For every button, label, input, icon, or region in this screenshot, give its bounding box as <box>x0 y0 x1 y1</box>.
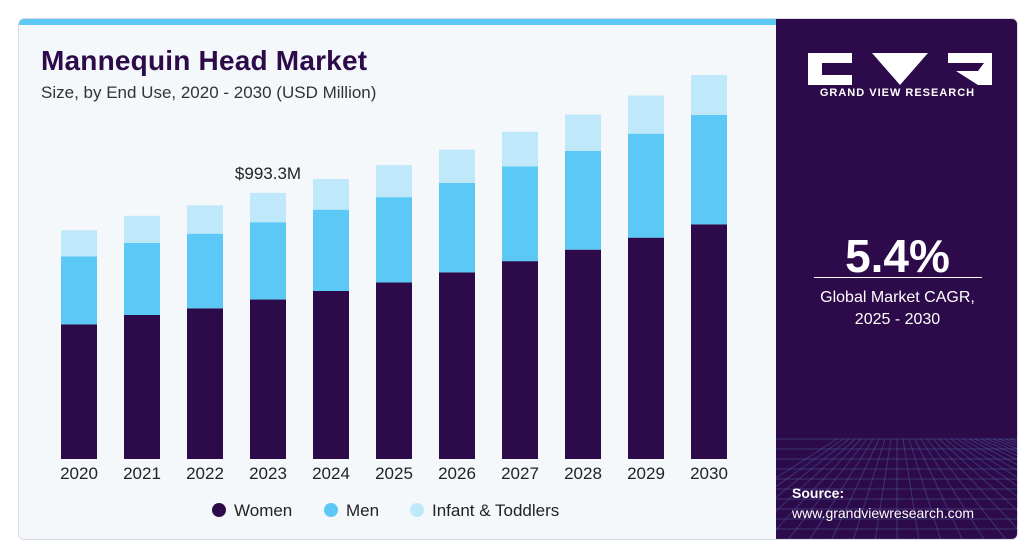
x-tick-label-2030: 2030 <box>690 464 728 483</box>
bar-infant-toddlers-2026 <box>439 149 475 183</box>
bar-men-2023 <box>250 222 286 300</box>
cagr-value: 5.4% <box>845 230 950 282</box>
bar-infant-toddlers-2027 <box>502 131 538 167</box>
chart-subtitle: Size, by End Use, 2020 - 2030 (USD Milli… <box>41 83 377 102</box>
legend-label-men: Men <box>346 501 379 520</box>
bar-women-2027 <box>502 261 538 459</box>
bar-men-2021 <box>124 243 160 315</box>
accent-bar <box>19 19 776 25</box>
bar-women-2025 <box>376 282 412 459</box>
legend-swatch-men <box>324 503 338 517</box>
legend-label-women: Women <box>234 501 292 520</box>
cagr-label-line1: Global Market CAGR, <box>820 289 975 306</box>
x-tick-label-2024: 2024 <box>312 464 350 483</box>
x-tick-label-2026: 2026 <box>438 464 476 483</box>
bar-women-2028 <box>565 249 601 459</box>
source-label: Source: <box>792 485 845 501</box>
bar-infant-toddlers-2024 <box>313 179 349 210</box>
bar-infant-toddlers-2029 <box>628 95 664 134</box>
chart-card: 2020 2021 2022 2023 2024 2025 2026 2027 2028 2029… <box>18 18 1018 540</box>
legend-swatch-women <box>212 503 226 517</box>
decorative-grid <box>776 438 1017 539</box>
bar-infant-toddlers-2022 <box>187 205 223 234</box>
bar-women-2030 <box>691 224 727 459</box>
bar-women-2023 <box>250 299 286 459</box>
x-tick-label-2022: 2022 <box>186 464 224 483</box>
grand-view-research-logo <box>808 53 992 85</box>
bar-infant-toddlers-2028 <box>565 114 601 151</box>
bar-men-2027 <box>502 166 538 262</box>
info-panel: GRAND VIEW RESEARCH 5.4% Global Market C… <box>776 19 1017 539</box>
legend-label-infant-toddlers: Infant & Toddlers <box>432 501 559 520</box>
source-url: www.grandviewresearch.com <box>792 505 975 521</box>
bar-men-2028 <box>565 151 601 250</box>
bar-men-2026 <box>439 183 475 273</box>
x-tick-label-2029: 2029 <box>627 464 665 483</box>
brand-name: GRAND VIEW RESEARCH <box>819 87 976 99</box>
bar-women-2020 <box>61 324 97 459</box>
data-label-2023: $993.3M <box>235 164 301 183</box>
cagr-label-line2: 2025 - 2030 <box>854 311 941 328</box>
x-tick-label-2028: 2028 <box>564 464 602 483</box>
bar-infant-toddlers-2025 <box>376 165 412 198</box>
bar-men-2024 <box>313 209 349 291</box>
bar-women-2026 <box>439 272 475 459</box>
x-tick-label-2025: 2025 <box>375 464 413 483</box>
bar-women-2029 <box>628 237 664 459</box>
bar-men-2022 <box>187 233 223 309</box>
bar-men-2020 <box>61 256 97 325</box>
legend-swatch-infant-toddlers <box>410 503 424 517</box>
bar-men-2025 <box>376 197 412 283</box>
bar-women-2024 <box>313 291 349 459</box>
chart-title: Mannequin Head Market <box>41 45 368 76</box>
bar-women-2022 <box>187 308 223 459</box>
x-tick-label-2021: 2021 <box>123 464 161 483</box>
x-tick-label-2023: 2023 <box>249 464 287 483</box>
bar-infant-toddlers-2023 <box>250 192 286 223</box>
bar-men-2029 <box>628 133 664 238</box>
bar-infant-toddlers-2021 <box>124 215 160 243</box>
cagr-label: Global Market CAGR, 2025 - 2030 <box>776 287 1017 331</box>
bar-infant-toddlers-2030 <box>691 75 727 115</box>
stacked-bar-chart: 2020 2021 2022 2023 2024 2025 2026 2027 2028 2029… <box>60 75 728 520</box>
bar-women-2021 <box>124 315 160 459</box>
bar-infant-toddlers-2020 <box>61 230 97 257</box>
cagr-divider <box>814 277 982 278</box>
x-tick-label-2027: 2027 <box>501 464 539 483</box>
x-tick-label-2020: 2020 <box>60 464 98 483</box>
bar-men-2030 <box>691 115 727 225</box>
